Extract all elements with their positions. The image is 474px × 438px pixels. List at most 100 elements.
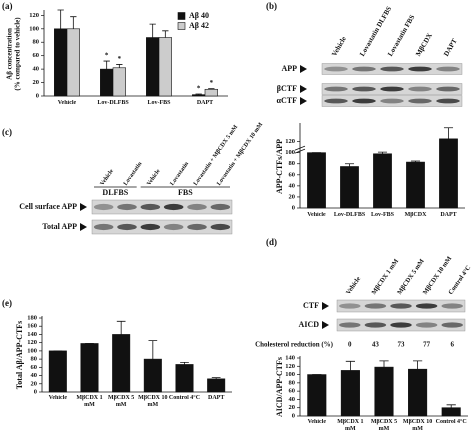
x-tick-label: MβCDX 5 mM — [370, 419, 398, 432]
x-tick-label: MβCDX 1 mM — [337, 419, 364, 432]
bar — [374, 366, 394, 417]
bar — [340, 370, 360, 417]
y-tick-label: 40 — [33, 66, 40, 73]
lane-label: Vehicle — [146, 168, 162, 187]
y-tick-label: 0 — [292, 204, 295, 211]
bar — [441, 407, 461, 417]
x-tick-label: DAPT — [196, 100, 214, 106]
category-label-box: MβCDX 5 mM — [370, 419, 398, 432]
error-bar — [345, 360, 356, 371]
category-label-box: Control 4°C — [169, 395, 200, 401]
bar — [207, 378, 226, 393]
blot-band — [210, 203, 231, 211]
y-axis-label: APP-CTFs/APP — [275, 139, 284, 194]
error-bar — [149, 23, 156, 38]
bar — [112, 67, 126, 97]
error-bar — [443, 127, 454, 139]
bar — [340, 166, 359, 209]
category-label-box: MβCDX 10 mM — [403, 419, 432, 432]
blot-band — [390, 303, 412, 309]
blot-band — [364, 322, 387, 328]
y-axis-label: Total Aβ/APP-CTFs — [15, 321, 24, 390]
significance-label: * — [210, 79, 214, 87]
bar — [158, 37, 172, 97]
lane-label: Lovastatin FBS — [386, 13, 416, 57]
blot-band — [324, 98, 348, 104]
bar — [439, 138, 458, 209]
blot-band — [117, 223, 137, 231]
y-tick-label: 120 — [285, 363, 295, 370]
blot-band — [364, 303, 387, 309]
row-arrow — [322, 321, 329, 329]
bar — [373, 153, 392, 209]
bar — [204, 88, 218, 97]
y-tick-label: 40 — [289, 396, 296, 403]
y-tick-label: 20 — [289, 404, 296, 411]
lane-label: Lovastatin — [123, 161, 144, 187]
blot-band — [352, 66, 376, 72]
x-tick-label: MβCDX — [404, 212, 427, 218]
bar — [175, 364, 194, 393]
error-bar — [116, 64, 123, 68]
error-bar — [195, 93, 202, 95]
x-tick-label: DAPT — [440, 212, 457, 218]
bar — [408, 368, 428, 417]
blot-band — [380, 86, 404, 92]
blot-strip — [91, 219, 233, 235]
category-label-box: Lov-FBS — [147, 100, 171, 106]
category-label-box: DAPT — [440, 212, 457, 218]
error-bar — [412, 360, 423, 370]
y-axis-label: Aβ concentration — [6, 28, 14, 80]
error-bar — [344, 163, 355, 167]
reduction-value: 43 — [372, 341, 380, 349]
row-label: AICD — [299, 320, 320, 329]
lane-label: Lovastatin + MβCDX 5 mM — [193, 124, 240, 187]
lane-label: DAPT — [442, 37, 459, 58]
reduction-value: 6 — [450, 341, 454, 349]
y-tick-label: 160 — [27, 323, 37, 330]
row-arrow — [300, 97, 307, 105]
error-bar — [180, 362, 189, 365]
error-bar — [446, 404, 456, 408]
category-label-box: MβCDX — [404, 212, 427, 218]
blot-band — [163, 203, 184, 211]
y-tick-label: 80 — [289, 160, 296, 167]
blot-band — [436, 98, 460, 104]
panel-label: (c) — [2, 127, 12, 137]
lane-label: Vehicle — [330, 35, 348, 58]
lane-label: Lovastatin — [170, 161, 191, 187]
error-bar — [70, 16, 77, 29]
blot-band — [441, 303, 463, 309]
category-label-box: Vehicle — [48, 395, 68, 401]
category-label-box: DAPT — [196, 100, 214, 106]
category-label-box: Vehicle — [58, 100, 76, 106]
blot-band — [210, 223, 231, 231]
blot-band — [140, 223, 161, 231]
blot-band — [187, 223, 207, 231]
blot-band — [390, 322, 412, 328]
blot-band — [187, 203, 207, 211]
row-arrow — [322, 302, 329, 310]
y-tick-label: 20 — [31, 380, 38, 387]
y-tick-label: 80 — [33, 39, 40, 46]
lane-label: Lovastatin + MβCDX 10 mM — [216, 122, 264, 187]
x-tick-label: MβCDX 1 mM — [76, 395, 103, 408]
blot-band — [408, 66, 432, 72]
blot-band — [441, 322, 463, 328]
blot-band — [352, 86, 376, 92]
error-bar — [148, 340, 158, 360]
y-tick-label: 180 — [27, 314, 37, 321]
x-tick-label: Lov-FBS — [147, 100, 171, 106]
legend-label: Aβ 40 — [189, 11, 209, 20]
significance-label: * — [105, 52, 109, 60]
row-label: CTF — [303, 301, 319, 310]
blot-band — [408, 98, 432, 104]
blot-band — [339, 303, 361, 309]
reduction-value: 73 — [398, 341, 406, 349]
blot-band — [93, 203, 114, 211]
legend-swatch — [177, 22, 186, 30]
blot-band — [163, 223, 184, 231]
x-tick-label: Vehicle — [48, 395, 68, 401]
y-tick-label: 140 — [27, 331, 37, 338]
